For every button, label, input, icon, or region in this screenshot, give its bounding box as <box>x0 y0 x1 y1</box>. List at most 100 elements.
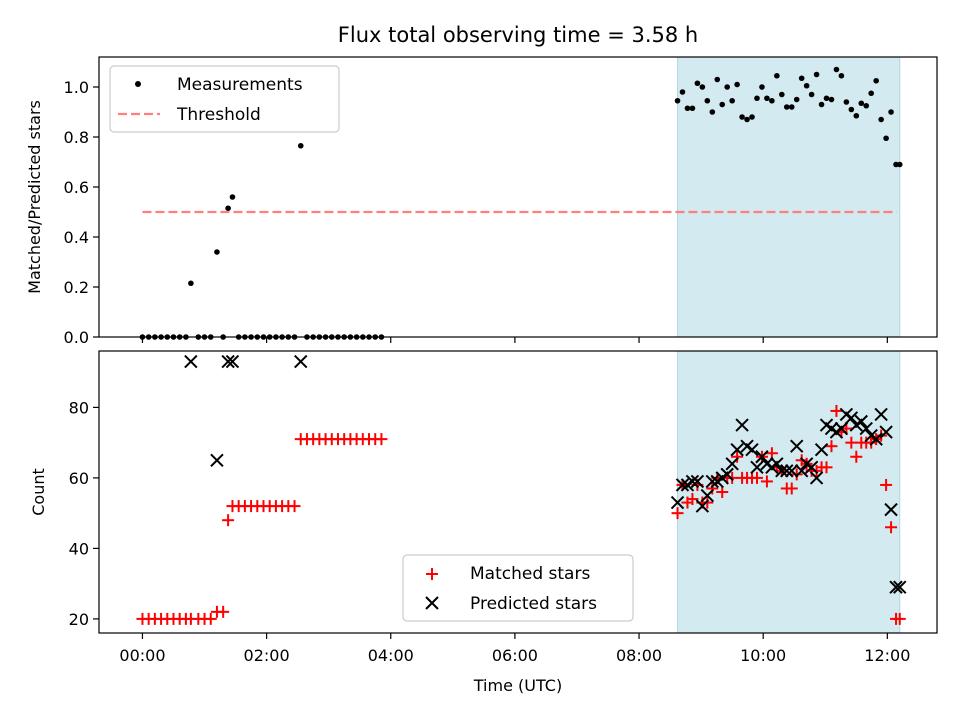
measurement-point <box>888 109 894 115</box>
predicted-stars-point <box>884 502 898 517</box>
measurement-point <box>734 81 740 88</box>
matched-stars-point <box>701 496 714 509</box>
bottom-axes-frame <box>98 350 938 634</box>
bottom-legend-box <box>402 554 634 622</box>
matched-stars-point <box>790 468 803 481</box>
predicted-stars-point <box>790 439 804 453</box>
measurement-point <box>863 102 870 109</box>
matched-stars-point <box>880 478 893 491</box>
measurement-point <box>679 89 686 95</box>
measurement-point <box>803 82 810 89</box>
measurement-point <box>719 101 726 108</box>
predicted-stars-point <box>675 478 690 492</box>
predicted-stars-point <box>770 457 784 471</box>
measurement-point <box>774 72 780 79</box>
bottom-series-layer <box>136 354 907 625</box>
measurement-point <box>823 95 830 102</box>
xtick-label: 00:00 <box>119 646 165 665</box>
predicted-stars-point <box>804 460 819 475</box>
top-ticks: 0.0 0.2 0.4 0.6 0.8 1.0 <box>64 78 888 347</box>
ytick-label: 0.8 <box>64 128 89 147</box>
predicted-stars-point <box>834 421 849 436</box>
top-legend: Measurements Threshold <box>109 65 340 133</box>
xtick-label: 02:00 <box>244 646 290 665</box>
predicted-stars-point <box>859 421 873 436</box>
ytick-label: 0.6 <box>64 178 89 197</box>
matched-stars-point <box>716 486 729 498</box>
predicted-stars-point <box>785 464 799 478</box>
predicted-stars-point <box>225 354 240 369</box>
measurement-point <box>729 97 735 104</box>
predicted-stars-point <box>705 474 719 489</box>
predicted-stars-point <box>750 460 764 475</box>
matched-stars-point <box>820 461 833 474</box>
matched-stars-point <box>875 429 888 442</box>
predicted-stars-point <box>844 411 859 425</box>
measurement-point <box>225 205 231 212</box>
predicted-stars-point <box>794 464 809 478</box>
measurement-point <box>833 66 840 73</box>
matched-stars-point <box>222 514 235 527</box>
ytick-label: 0.2 <box>64 278 89 297</box>
matched-stars-point <box>785 482 798 495</box>
predicted-stars-point <box>700 488 715 503</box>
ytick-label: 80 <box>69 398 89 417</box>
measurement-point <box>818 101 825 108</box>
measurement-point <box>764 95 770 102</box>
bottom-ylabel: Count <box>29 468 48 516</box>
measurement-point <box>714 76 721 83</box>
ytick-label: 40 <box>69 539 89 558</box>
matched-stars-point <box>750 471 763 484</box>
measurement-point <box>838 72 845 79</box>
measurement-point <box>699 84 706 90</box>
observing-window-shade-bottom <box>677 350 901 634</box>
predicted-stars-point <box>294 354 308 369</box>
measurement-point <box>297 142 304 149</box>
legend-predicted-label: Predicted stars <box>470 594 597 614</box>
measurement-point <box>788 104 795 110</box>
predicted-stars-point <box>814 442 829 457</box>
observing-window-shade-top <box>677 56 901 338</box>
xtick-label: 10:00 <box>740 646 786 665</box>
legend-threshold-label: Threshold <box>176 105 261 125</box>
predicted-stars-point <box>720 467 734 482</box>
predicted-stars-point <box>725 457 739 471</box>
chart-title: Flux total observing time = 3.58 h <box>338 23 698 47</box>
bottom-legend: Matched stars Predicted stars <box>402 554 634 622</box>
measurement-point <box>689 105 696 112</box>
bottom-xlabel: Time (UTC) <box>473 676 562 695</box>
predicted-stars-point <box>670 495 685 510</box>
predicted-stars-point <box>854 414 868 429</box>
xtick-label: 12:00 <box>864 646 910 665</box>
ytick-label: 1.0 <box>64 78 89 97</box>
top-panel: 0.0 0.2 0.4 0.6 0.8 1.0 Matched/Predicted sta… <box>25 56 938 347</box>
legend-matched-label: Matched stars <box>470 564 590 584</box>
predicted-stars-point <box>695 499 710 513</box>
predicted-stars-point <box>889 580 903 594</box>
predicted-stars-point <box>745 442 759 457</box>
measurement-point <box>709 109 716 115</box>
predicted-stars-point <box>755 450 769 464</box>
xtick-label: 06:00 <box>492 646 538 665</box>
matched-stars-point <box>686 493 699 506</box>
matched-stars-point <box>288 500 301 513</box>
measurement-point <box>188 280 194 287</box>
measurement-point <box>843 99 850 105</box>
ytick-label: 20 <box>69 610 89 629</box>
measurement-point <box>883 135 889 142</box>
predicted-stars-point <box>221 354 235 369</box>
predicted-stars-point <box>210 453 224 467</box>
matched-stars-point <box>375 433 388 446</box>
series-0-0 <box>139 66 903 340</box>
measurement-point <box>783 104 790 110</box>
measurement-point <box>793 96 800 103</box>
measurement-point <box>704 97 711 104</box>
matched-stars-point <box>893 612 906 625</box>
matched-stars-point <box>671 507 684 520</box>
predicted-stars-point <box>685 474 700 489</box>
measurement-point <box>749 114 755 120</box>
bottom-panel: 20 40 60 80 00:00 02:00 04:00 06:00 08:00 10:00 12… <box>29 350 938 695</box>
measurement-point <box>229 194 236 200</box>
measurement-point <box>684 105 691 112</box>
